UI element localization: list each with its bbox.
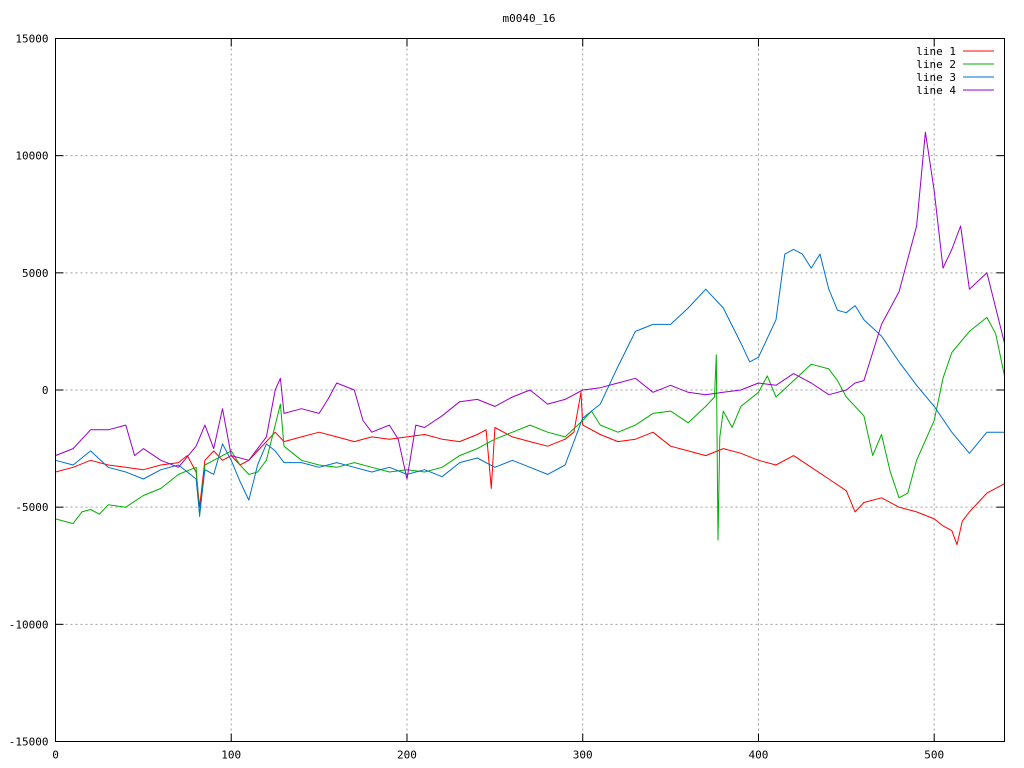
data-series xyxy=(55,131,1005,546)
legend-label-1: line 1 xyxy=(916,45,956,58)
x-tick-label: 500 xyxy=(924,749,944,762)
series-line-2 xyxy=(55,316,1005,541)
y-tick-label: -5000 xyxy=(15,501,48,514)
y-tick-label: 15000 xyxy=(15,33,48,46)
axes: -15000 -10000 -5000 0 5000 10000 15000 0 100 200 3… xyxy=(9,33,1005,762)
y-tick-label: 0 xyxy=(42,384,49,397)
x-tick-label: 300 xyxy=(573,749,593,762)
y-tick-label: 5000 xyxy=(22,267,49,280)
series-line-3 xyxy=(55,248,1005,515)
series-line-4 xyxy=(55,131,1005,480)
legend-label-3: line 3 xyxy=(916,71,956,84)
x-tick-label: 100 xyxy=(221,749,241,762)
plot-frame xyxy=(55,38,1005,742)
x-tick-label: 400 xyxy=(749,749,769,762)
y-tick-label: -10000 xyxy=(9,618,49,631)
series-line-1 xyxy=(55,391,1005,546)
y-tick-label: 10000 xyxy=(15,150,48,163)
legend-label-2: line 2 xyxy=(916,58,956,71)
y-tick-label: -15000 xyxy=(9,736,49,749)
x-tick-label: 0 xyxy=(52,749,59,762)
legend-label-4: line 4 xyxy=(916,84,956,97)
chart-title: m0040_16 xyxy=(503,12,556,25)
x-tick-label: 200 xyxy=(397,749,417,762)
